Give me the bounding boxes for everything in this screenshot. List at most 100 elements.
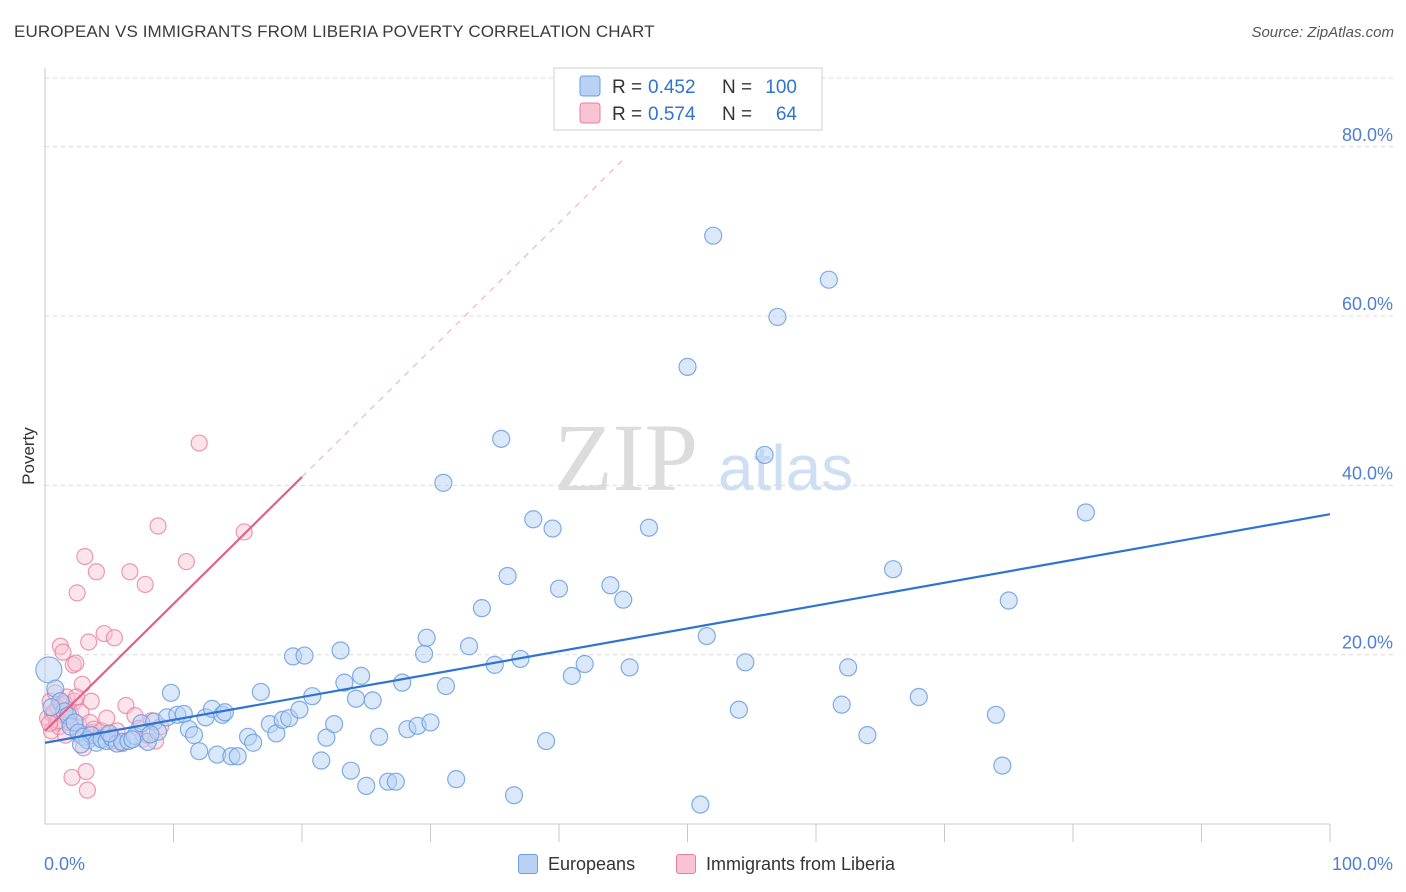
european-point <box>123 730 142 749</box>
european-point <box>768 307 787 327</box>
europeans-points <box>35 226 1095 814</box>
y-tick-label: 80.0% <box>1342 125 1393 145</box>
liberia-point <box>67 654 85 672</box>
y-tick-label: 20.0% <box>1342 633 1393 653</box>
legend-item-europeans[interactable]: Europeans <box>518 851 635 877</box>
european-point <box>999 591 1018 610</box>
european-point <box>317 728 336 747</box>
europeans-label: Europeans <box>548 853 636 874</box>
europeans-swatch <box>518 854 538 874</box>
legend-blue-r-value: 0.452 <box>648 77 696 98</box>
european-point <box>537 731 556 751</box>
european-point <box>729 700 749 719</box>
european-point <box>295 646 314 665</box>
european-point <box>993 756 1012 775</box>
european-point <box>228 747 247 766</box>
liberia-swatch <box>676 854 696 874</box>
axes: 20.0% 40.0% 60.0% 80.0% 0.0% 100.0% <box>44 68 1393 874</box>
european-point <box>447 770 466 789</box>
european-point <box>492 429 511 448</box>
european-point <box>883 560 903 579</box>
chart-title: EUROPEAN VS IMMIGRANTS FROM LIBERIA POVE… <box>14 22 655 41</box>
liberia-label: Immigrants from Liberia <box>706 853 896 874</box>
european-point <box>35 656 63 684</box>
european-point <box>290 700 309 719</box>
european-point <box>414 644 434 663</box>
european-point <box>755 445 774 465</box>
x-tick-label: 100.0% <box>1332 854 1393 874</box>
european-point <box>434 473 453 492</box>
liberia-trend-extension <box>301 159 624 478</box>
watermark-zip: ZIP <box>554 404 698 511</box>
liberia-point <box>76 547 94 566</box>
european-point <box>504 786 524 805</box>
european-point <box>832 695 851 714</box>
legend-blue-r-label: R = <box>612 77 642 98</box>
european-point <box>341 761 360 780</box>
legend-pink-r-value: 0.574 <box>648 104 696 125</box>
european-point <box>839 658 858 677</box>
european-point <box>331 641 350 660</box>
liberia-point <box>67 688 86 706</box>
european-point <box>697 626 716 646</box>
liberia-point <box>121 563 139 581</box>
liberia-point <box>68 584 86 602</box>
legend-pink-n-label: N = <box>722 104 752 125</box>
liberia-point <box>54 643 72 661</box>
european-point <box>370 727 389 746</box>
european-point <box>335 673 354 692</box>
legend-top: R = 0.452 N = 100 R = 0.574 N = 64 <box>553 67 823 131</box>
legend-blue-n-label: N = <box>722 77 752 98</box>
y-axis-title: Poverty <box>19 427 38 485</box>
european-point <box>184 726 204 745</box>
european-point <box>691 795 710 814</box>
european-point <box>472 599 491 618</box>
european-point <box>543 519 562 538</box>
y-tick-label: 60.0% <box>1342 294 1393 314</box>
european-point <box>549 579 569 598</box>
liberia-point <box>78 781 97 799</box>
european-point <box>436 676 456 696</box>
european-point <box>1076 503 1095 522</box>
european-point <box>141 725 160 744</box>
european-point <box>909 687 928 707</box>
liberia-point <box>235 523 253 541</box>
european-point <box>858 726 877 745</box>
gridlines <box>45 77 1395 656</box>
liberia-point <box>87 563 106 581</box>
legend-pink-swatch <box>579 102 601 124</box>
liberia-point <box>40 714 59 732</box>
legend-pink-n-value: 64 <box>776 104 798 125</box>
european-point <box>819 270 838 289</box>
liberia-point <box>177 552 195 571</box>
liberia-point <box>80 633 98 651</box>
european-point <box>498 566 517 586</box>
european-point <box>363 691 382 710</box>
european-point <box>459 637 479 656</box>
european-point <box>357 776 376 796</box>
european-point <box>417 628 436 647</box>
european-point <box>251 682 270 702</box>
chart-source: Source: ZipAtlas.com <box>1251 24 1394 41</box>
european-point <box>704 226 723 245</box>
liberia-point <box>190 434 208 452</box>
watermark-atlas: atlas <box>718 432 853 504</box>
european-point <box>678 357 697 376</box>
european-point <box>614 590 633 609</box>
legend-blue-n-value: 100 <box>765 77 797 98</box>
liberia-point <box>95 624 113 643</box>
liberia-point <box>149 517 167 535</box>
liberia-point <box>77 762 95 781</box>
european-point <box>393 673 412 692</box>
europeans-trend-line <box>44 513 1331 744</box>
european-point <box>386 772 405 791</box>
european-point <box>639 518 659 537</box>
european-point <box>325 715 344 734</box>
european-point <box>620 658 639 677</box>
trend-lines <box>44 159 1331 744</box>
european-point <box>312 751 331 770</box>
european-point <box>562 666 581 685</box>
legend-item-liberia[interactable]: Immigrants from Liberia <box>676 851 895 877</box>
european-point <box>190 742 209 761</box>
